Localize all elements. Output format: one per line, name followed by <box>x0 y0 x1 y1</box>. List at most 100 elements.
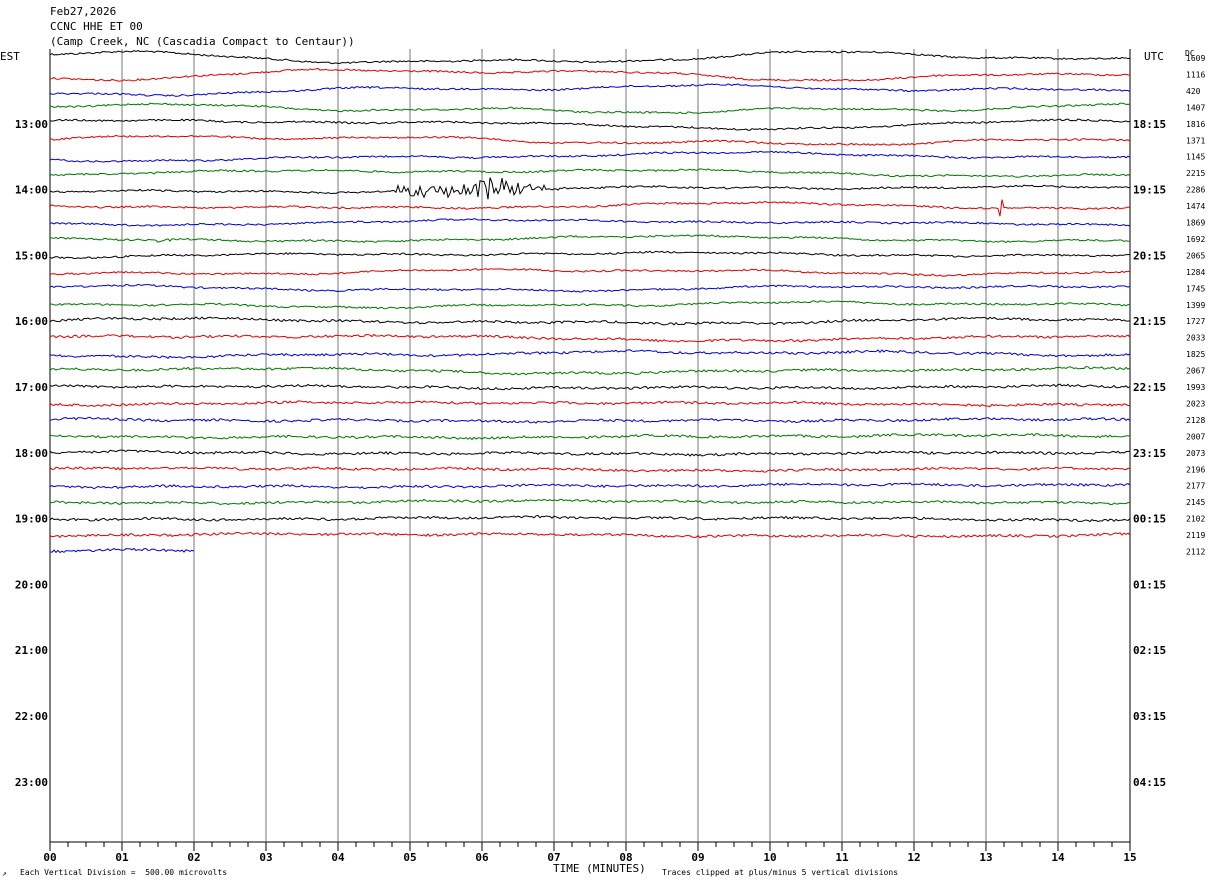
chart-location: (Camp Creek, NC (Cascadia Compact to Cen… <box>50 35 355 48</box>
minute-gridlines <box>49 49 1131 843</box>
seismic-trace <box>49 300 1131 310</box>
seismic-trace <box>49 383 1131 391</box>
right-hour-label: 20:15 <box>1133 249 1166 262</box>
dc-offset-label: 1116 <box>1186 70 1205 79</box>
x-tick-label: 05 <box>403 851 416 864</box>
dc-offset-label: 1993 <box>1186 383 1205 392</box>
x-tick-label: 01 <box>115 851 129 864</box>
x-tick-label: 03 <box>259 851 272 864</box>
x-tick-label: 06 <box>475 851 489 864</box>
right-hour-label: 01:15 <box>1133 578 1166 591</box>
right-hour-label: 22:15 <box>1133 381 1166 394</box>
seismic-trace <box>49 482 1131 490</box>
seismic-traces <box>49 49 1131 554</box>
dc-offset-label: 1727 <box>1186 317 1205 326</box>
seismic-trace <box>49 267 1131 277</box>
dc-offset-label: 2065 <box>1186 251 1205 260</box>
x-tick-label: 15 <box>1123 851 1136 864</box>
seismic-trace <box>49 168 1131 178</box>
dc-offset-label: 2145 <box>1186 498 1205 507</box>
seismic-trace <box>49 250 1131 260</box>
seismic-trace <box>49 316 1131 326</box>
x-tick-label: 14 <box>1051 851 1065 864</box>
seismic-trace <box>49 134 1131 146</box>
x-tick-label: 04 <box>331 851 345 864</box>
dc-offset-label: 2196 <box>1186 465 1205 474</box>
seismic-trace <box>49 400 1131 408</box>
x-axis-tick-labels: 00 01 02 03 04 05 06 07 08 09 10 11 12 13 14 15 <box>43 851 1136 864</box>
dc-offset-label: 2033 <box>1186 334 1205 343</box>
hour-labels: 13:00 14:00 15:00 16:00 17:00 18:00 19:00 20:00… <box>15 118 1166 789</box>
right-timezone-label: UTC <box>1144 50 1164 63</box>
dc-offset-label: 1816 <box>1186 120 1205 129</box>
dc-offset-label: 1145 <box>1186 153 1205 162</box>
seismic-trace <box>49 118 1131 131</box>
left-hour-label: 13:00 <box>15 118 48 131</box>
left-hour-label: 15:00 <box>15 249 48 262</box>
x-tick-label: 11 <box>835 851 849 864</box>
dc-offset-label: 2128 <box>1186 416 1205 425</box>
dc-header-label: DC <box>1185 49 1195 58</box>
right-hour-label: 04:15 <box>1133 776 1166 789</box>
seismic-trace <box>49 515 1131 523</box>
seismic-trace <box>49 433 1131 441</box>
dc-offset-label: 2102 <box>1186 515 1205 524</box>
left-hour-label: 21:00 <box>15 644 48 657</box>
dc-offset-label: 1399 <box>1186 301 1205 310</box>
dc-offset-label: 2112 <box>1186 548 1205 557</box>
x-tick-label: 12 <box>907 851 920 864</box>
dc-offset-label: 1407 <box>1186 103 1205 112</box>
left-hour-label: 23:00 <box>15 776 48 789</box>
left-hour-label: 19:00 <box>15 513 48 526</box>
dc-offset-label: 2007 <box>1186 432 1205 441</box>
x-tick-label: 02 <box>187 851 200 864</box>
clip-note: Traces clipped at plus/minus 5 vertical … <box>662 868 899 877</box>
left-hour-label: 14:00 <box>15 184 48 197</box>
x-tick-label: 08 <box>619 851 632 864</box>
right-hour-label: 18:15 <box>1133 118 1166 131</box>
right-hour-label: 19:15 <box>1133 184 1166 197</box>
seismic-trace <box>49 49 1131 65</box>
dc-offset-label: 1474 <box>1186 202 1205 211</box>
x-tick-label: 00 <box>43 851 56 864</box>
dc-offset-label: 1692 <box>1186 235 1205 244</box>
seismic-trace <box>49 547 195 554</box>
dc-offset-label: 2067 <box>1186 367 1205 376</box>
x-tick-label: 07 <box>547 851 560 864</box>
dc-offset-label: 2023 <box>1186 399 1205 408</box>
left-hour-label: 18:00 <box>15 447 48 460</box>
seismic-trace <box>49 531 1131 539</box>
seismic-trace <box>49 234 1131 244</box>
seismic-trace <box>49 449 1131 457</box>
x-axis-ticks <box>49 842 1131 851</box>
right-hour-label: 02:15 <box>1133 644 1166 657</box>
seismic-trace <box>49 199 1131 217</box>
seismic-trace <box>49 218 1131 227</box>
chart-station: CCNC HHE ET 00 <box>50 20 143 33</box>
left-hour-label: 16:00 <box>15 315 48 328</box>
dc-offset-labels: 1609 1116 420 1407 1816 1371 1145 2215 2286 1474 1… <box>1186 54 1205 557</box>
seismic-trace <box>49 333 1131 343</box>
seismic-trace <box>49 349 1131 359</box>
dc-offset-label: 1609 <box>1186 54 1205 63</box>
seismic-trace <box>49 83 1131 97</box>
dc-offset-label: 1284 <box>1186 268 1205 277</box>
right-hour-label: 00:15 <box>1133 513 1166 526</box>
right-hour-label: 23:15 <box>1133 447 1166 460</box>
chart-date: Feb27,2026 <box>50 5 117 18</box>
dc-offset-label: 2073 <box>1186 449 1205 458</box>
dc-offset-label: 1869 <box>1186 219 1205 228</box>
corner-mark: ↗ <box>2 869 7 878</box>
dc-offset-label: 2286 <box>1186 186 1205 195</box>
seismic-trace <box>49 365 1131 376</box>
seismic-trace <box>49 102 1131 115</box>
left-timezone-label: EST <box>0 50 20 63</box>
x-tick-label: 13 <box>979 851 992 864</box>
dc-offset-label: 1745 <box>1186 284 1205 293</box>
x-tick-label: 10 <box>763 851 776 864</box>
dc-offset-label: 1371 <box>1186 136 1205 145</box>
x-axis-title: TIME (MINUTES) <box>553 862 646 875</box>
seismic-trace <box>49 498 1131 506</box>
seismic-trace <box>49 416 1131 424</box>
